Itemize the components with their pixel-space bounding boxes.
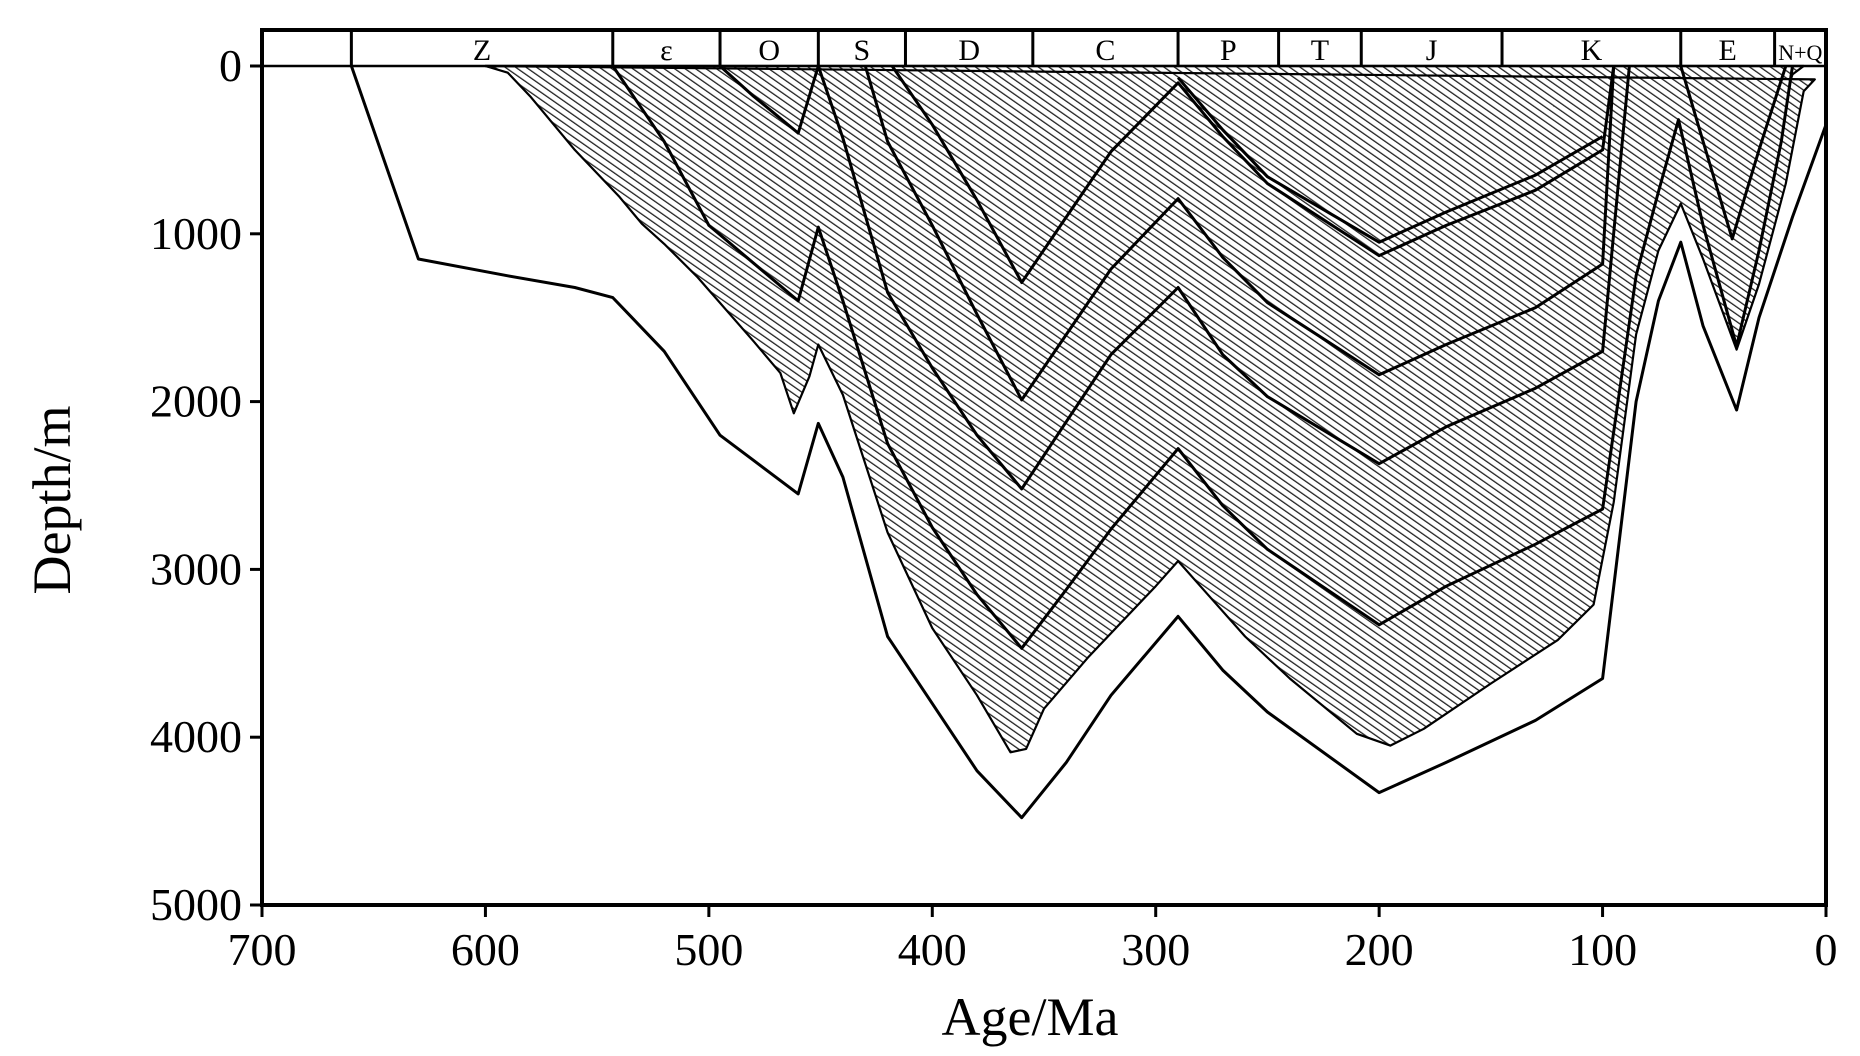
x-tick-label-4: 400 [898, 924, 967, 975]
x-tick-label-5: 300 [1121, 924, 1190, 975]
y-tick-label-5: 4000 [150, 711, 242, 762]
period-label-1: Z [473, 34, 491, 67]
x-tick-label-2: 600 [451, 924, 520, 975]
axes: 700 600 500 400 300 200 100 0010002000300040005… [150, 40, 1838, 975]
series-line-2 [611, 65, 1794, 650]
period-label-2: ε [660, 34, 673, 67]
x-tick-label-6: 200 [1345, 924, 1414, 975]
y-tick-label-1: 0 [219, 40, 242, 91]
hatched-bands [484, 64, 1816, 754]
series-line-4 [863, 65, 1616, 402]
y-axis-title: Depth/m [22, 406, 82, 595]
series-line-1 [349, 65, 1828, 820]
period-label-5: D [958, 34, 980, 67]
period-label-8: T [1311, 34, 1329, 67]
x-tick-label-8: 0 [1815, 924, 1838, 975]
period-label-11: E [1719, 34, 1737, 67]
series-line-5 [890, 65, 1616, 284]
x-tick-label-3: 500 [674, 924, 743, 975]
x-axis-title: Age/Ma [942, 987, 1119, 1047]
y-tick-label-4: 3000 [150, 543, 242, 594]
period-label-12: N+Q [1778, 40, 1822, 65]
series-lines [349, 64, 1828, 820]
period-label-3: O [758, 34, 780, 67]
hatched-band-2 [484, 64, 1816, 754]
series-line-6 [1176, 76, 1604, 244]
x-tick-label-7: 100 [1568, 924, 1637, 975]
plot-frame [260, 28, 1828, 907]
period-label-4: S [854, 34, 871, 67]
period-label-6: C [1095, 34, 1115, 67]
y-tick-label-6: 5000 [150, 879, 242, 930]
y-tick-label-3: 2000 [150, 376, 242, 427]
y-tick-label-2: 1000 [150, 208, 242, 259]
x-tick-label-1: 700 [228, 924, 297, 975]
period-label-10: K [1581, 34, 1603, 67]
period-label-9: J [1426, 34, 1438, 67]
series-line-7 [1679, 65, 1788, 241]
period-label-7: P [1220, 34, 1237, 67]
